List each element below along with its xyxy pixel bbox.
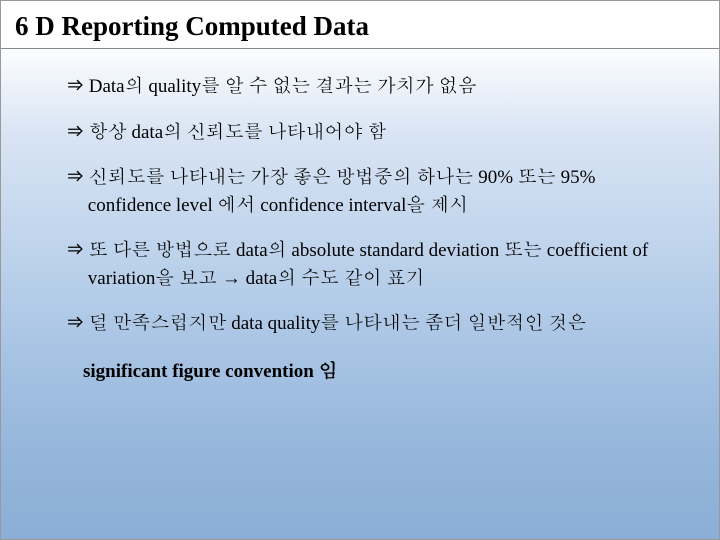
significant-figure-line: significant figure convention 임 xyxy=(83,356,669,383)
arrow-icon: ⇒ xyxy=(65,240,84,261)
arrow-icon: ⇒ xyxy=(65,122,84,143)
bullet-item: ⇒ 또 다른 방법으로 data의 absolute standard devi… xyxy=(65,237,669,292)
arrow-icon: ⇒ xyxy=(65,76,84,97)
bullet-item: ⇒ 신뢰도를 나타내는 가장 좋은 방법중의 하나는 90% 또는 95% co… xyxy=(65,164,669,219)
bullet-text: 신뢰도를 나타내는 가장 좋은 방법중의 하나는 90% 또는 95% conf… xyxy=(88,167,596,216)
slide-frame: 6 D Reporting Computed Data ⇒ Data의 qual… xyxy=(0,0,720,540)
bullet-item: ⇒ 덜 만족스럽지만 data quality를 나타내는 좀더 일반적인 것은 xyxy=(65,310,669,338)
arrow-icon: ⇒ xyxy=(65,313,84,334)
bullet-text: 또 다른 방법으로 data의 absolute standard deviat… xyxy=(88,240,648,289)
content-area: ⇒ Data의 quality를 알 수 없는 결과는 가치가 없음 ⇒ 항상 … xyxy=(1,49,719,403)
slide-title: 6 D Reporting Computed Data xyxy=(15,11,705,42)
bullet-text: Data의 quality를 알 수 없는 결과는 가치가 없음 xyxy=(89,76,477,97)
bullet-text: 항상 data의 신뢰도를 나타내어야 함 xyxy=(89,122,387,143)
title-bar: 6 D Reporting Computed Data xyxy=(1,1,719,49)
bullet-item: ⇒ 항상 data의 신뢰도를 나타내어야 함 xyxy=(65,119,669,147)
arrow-icon: ⇒ xyxy=(65,167,84,188)
bullet-item: ⇒ Data의 quality를 알 수 없는 결과는 가치가 없음 xyxy=(65,73,669,101)
bullet-text: 덜 만족스럽지만 data quality를 나타내는 좀더 일반적인 것은 xyxy=(89,313,587,334)
